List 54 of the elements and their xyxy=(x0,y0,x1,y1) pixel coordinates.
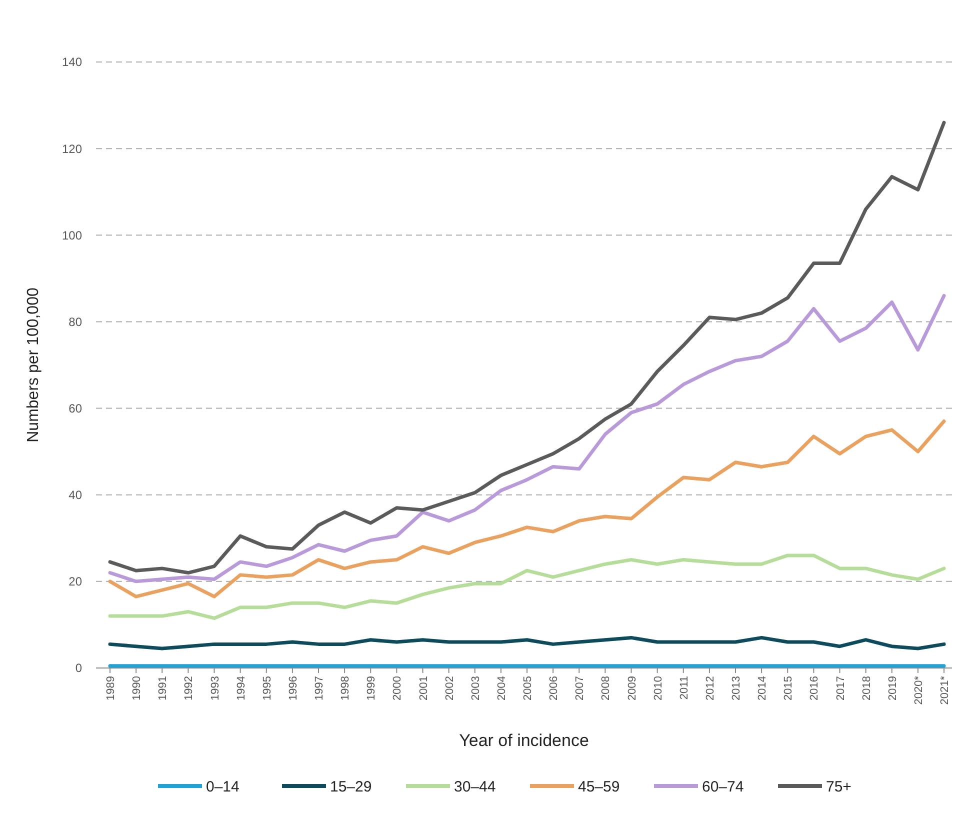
y-tick-label: 60 xyxy=(68,401,82,416)
x-tick-label: 2004 xyxy=(496,676,508,700)
y-tick-label: 100 xyxy=(62,228,82,242)
x-tick-label: 2003 xyxy=(470,676,482,700)
x-tick-label: 2005 xyxy=(522,676,534,700)
x-tick-label: 2001 xyxy=(418,676,430,700)
line-series xyxy=(108,420,946,598)
x-tick-label: 1995 xyxy=(261,676,274,700)
x-tick-label: 2006 xyxy=(548,676,560,700)
x-tick-label: 2015 xyxy=(782,676,795,700)
y-tick-label: 40 xyxy=(68,488,82,502)
x-tick-label: 2008 xyxy=(600,676,612,700)
x-tick-label: 1992 xyxy=(183,676,196,700)
x-tick-label: 2010 xyxy=(652,676,664,700)
legend-label: 75+ xyxy=(826,778,852,796)
line-series xyxy=(108,636,946,650)
line-series xyxy=(108,294,946,584)
x-tick-label: 2021* xyxy=(939,675,951,705)
y-tick-label: 140 xyxy=(62,55,82,70)
x-tick-label: 2016 xyxy=(808,676,821,700)
x-tick-label: 2002 xyxy=(444,676,456,700)
legend-label: 0–14 xyxy=(206,778,240,796)
x-tick-label: 1989 xyxy=(105,676,117,700)
y-tick-label: 0 xyxy=(75,661,82,676)
x-tick-label: 2012 xyxy=(704,676,716,700)
x-tick-label: 1996 xyxy=(287,676,300,700)
x-tick-label: 2020* xyxy=(912,675,925,705)
y-tick-label: 20 xyxy=(68,574,82,589)
legend-label: 30–44 xyxy=(454,778,496,796)
x-tick-label: 2017 xyxy=(834,676,847,700)
line-series xyxy=(108,554,946,620)
x-tick-label: 1998 xyxy=(340,676,352,700)
x-tick-label: 2009 xyxy=(626,676,638,700)
x-tick-label: 1994 xyxy=(235,676,248,700)
line-series xyxy=(108,120,946,575)
y-axis-title: Numbers per 100,000 xyxy=(25,288,42,442)
x-tick-label: 1997 xyxy=(314,676,326,700)
y-tick-label: 120 xyxy=(62,142,82,156)
legend-label: 60–74 xyxy=(702,778,744,796)
x-tick-label: 2014 xyxy=(756,676,769,700)
x-tick-label: 1991 xyxy=(157,676,170,700)
x-tick-label: 2019 xyxy=(886,676,899,700)
x-tick-label: 2013 xyxy=(730,676,742,700)
x-tick-label: 2007 xyxy=(574,676,586,700)
x-tick-label: 2018 xyxy=(860,676,873,700)
x-tick-label: 1999 xyxy=(366,676,378,700)
x-tick-label: 1993 xyxy=(209,676,222,700)
x-tick-label: 2011 xyxy=(678,676,690,700)
y-tick-label: 80 xyxy=(68,314,82,329)
x-tick-label: 1990 xyxy=(131,676,144,700)
legend-label: 45–59 xyxy=(578,778,620,796)
x-axis-title: Year of incidence xyxy=(459,731,589,750)
x-tick-label: 2000 xyxy=(392,676,404,700)
legend-label: 15–29 xyxy=(330,778,372,796)
